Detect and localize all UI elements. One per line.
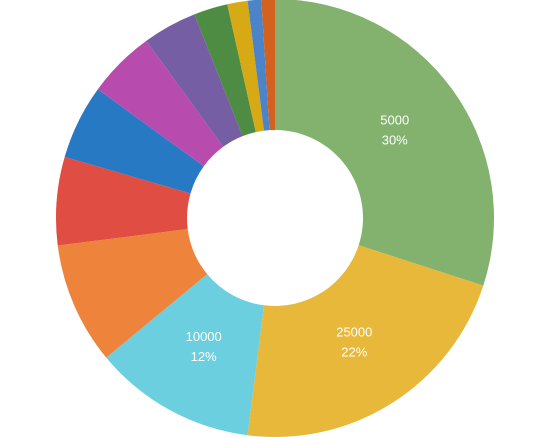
slice-category-label: 25000 [336,324,372,339]
slice-category-label: 5000 [380,112,409,127]
donut-slice [97,40,224,167]
slice-value-label: 22% [341,344,367,359]
donut-slice [64,89,204,194]
donut-slice [57,229,208,358]
donut-slice [146,14,243,147]
donut-slice [247,245,484,437]
donut-slice [106,274,264,436]
donut-slice [55,156,191,246]
donut-slice [275,0,494,286]
slice-value-label: 30% [382,132,408,147]
donut-slice [261,0,275,131]
donut-slice [194,4,256,137]
slice-value-label: 12% [191,349,217,364]
donut-slice [227,0,264,133]
donut-slice [247,0,270,131]
slice-category-label: 10000 [186,329,222,344]
